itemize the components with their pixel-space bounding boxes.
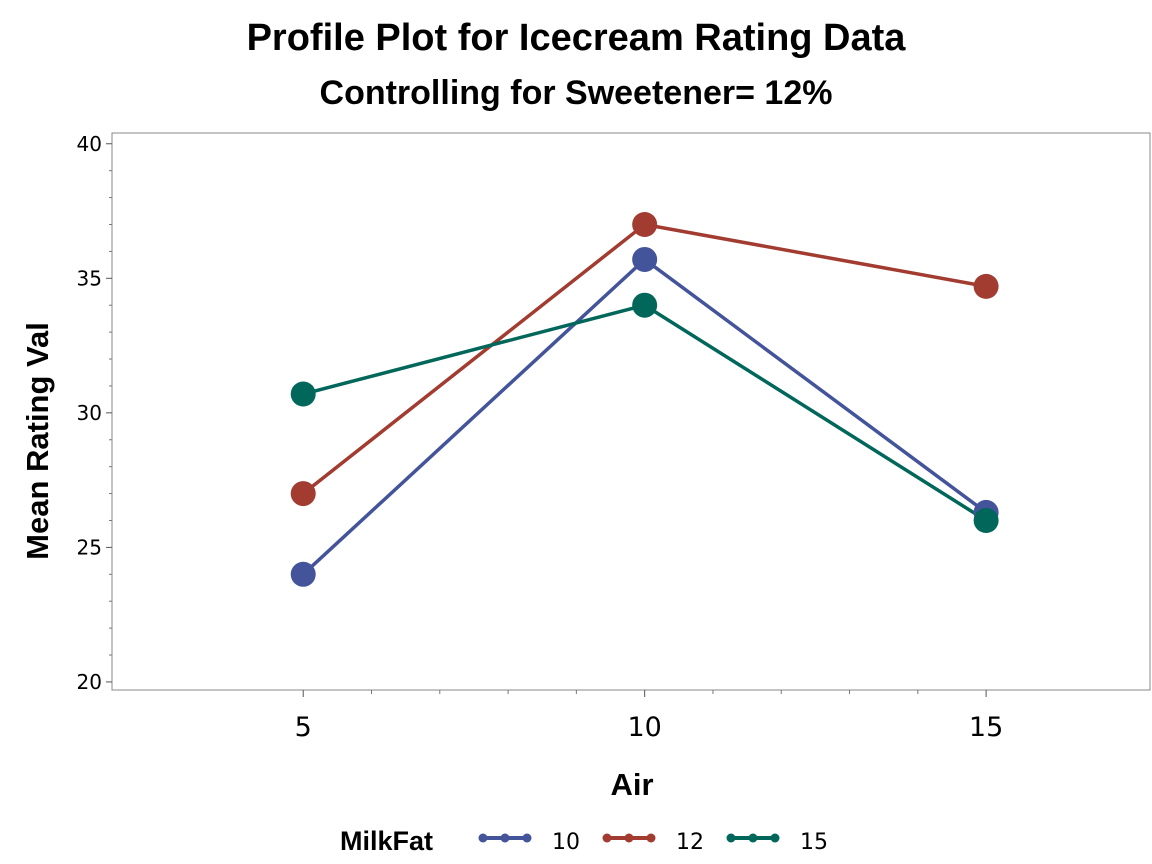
y-tick-label: 40 [77, 132, 102, 156]
y-tick-label: 20 [77, 670, 102, 694]
x-tick-label: 10 [627, 712, 661, 743]
legend-swatch-marker [726, 833, 736, 843]
y-tick-label: 25 [77, 535, 102, 559]
chart-subtitle: Controlling for Sweetener= 12% [320, 74, 833, 112]
series-layer [290, 211, 999, 587]
legend-entry-label: 15 [800, 830, 828, 855]
data-point-milkfat-15 [632, 292, 658, 318]
x-axis-label: Air [610, 767, 653, 802]
data-point-milkfat-10 [290, 561, 316, 587]
data-point-milkfat-12 [290, 481, 316, 507]
y-tick-label: 35 [77, 266, 102, 290]
legend-swatch-marker [770, 833, 780, 843]
legend-entry-label: 12 [676, 830, 704, 855]
legend-swatch-marker [748, 833, 758, 843]
y-axis: 20 25 30 35 40 [77, 132, 112, 694]
plot-area-frame [111, 132, 1151, 691]
legend-swatch-marker [602, 833, 612, 843]
y-tick-label: 30 [77, 401, 102, 425]
x-tick-label: 5 [295, 712, 312, 743]
x-tick-label: 15 [969, 712, 1003, 743]
chart-title: Profile Plot for Icecream Rating Data [247, 17, 907, 59]
data-point-milkfat-15 [290, 381, 316, 407]
legend-swatch-marker [522, 833, 532, 843]
x-axis: 5 10 15 [295, 690, 1003, 743]
y-axis-label: Mean Rating Val [20, 322, 55, 560]
data-point-milkfat-15 [973, 507, 999, 533]
legend-swatch-marker [646, 833, 656, 843]
legend-entry-label: 10 [552, 830, 580, 855]
legend: MilkFat 10 12 15 [340, 826, 828, 856]
legend-swatch-marker [478, 833, 488, 843]
legend-title: MilkFat [340, 826, 433, 856]
data-point-milkfat-12 [632, 211, 658, 237]
legend-swatch-marker [624, 833, 634, 843]
data-point-milkfat-12 [973, 273, 999, 299]
legend-swatch-marker [500, 833, 510, 843]
data-point-milkfat-10 [632, 246, 658, 272]
